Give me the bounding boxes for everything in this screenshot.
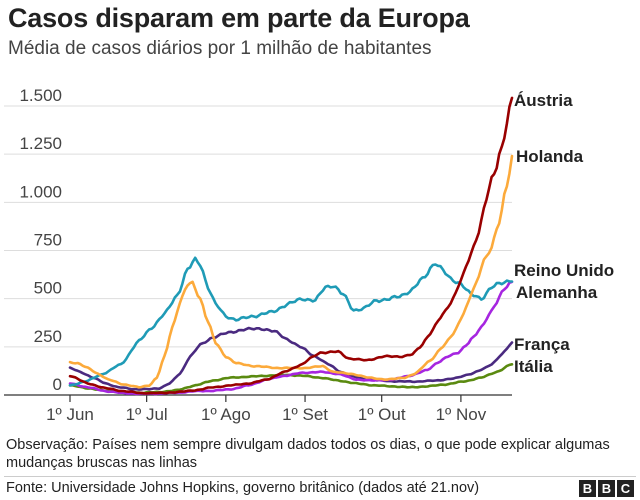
y-tick-label: 1.250 (19, 134, 62, 153)
y-tick-label: 250 (34, 327, 62, 346)
logo-letter: B (579, 480, 596, 497)
x-tick-label: 1º Ago (201, 405, 251, 424)
series-label: Alemanha (516, 283, 598, 302)
x-tick-label: 1º Set (282, 405, 328, 424)
chart-note: Observação: Países nem sempre divulgam d… (6, 437, 610, 471)
x-tick-label: 1º Jul (126, 405, 168, 424)
x-axis: 1º Jun 1º Jul 1º Ago 1º Set 1º Out 1º Nov (4, 394, 512, 424)
y-tick-label: 0 (53, 375, 62, 394)
series-label: Áustria (514, 91, 573, 110)
series-lines (68, 96, 514, 396)
y-tick-label: 1.500 (19, 86, 62, 105)
series-line (68, 96, 514, 395)
x-tick-label: 1º Jun (46, 405, 94, 424)
series-line (68, 256, 514, 387)
x-tick-label: 1º Out (358, 405, 406, 424)
series-label: França (514, 335, 570, 354)
series-label: Reino Unido (514, 261, 614, 280)
chart-subtitle: Média de casos diários por 1 milhão de h… (8, 38, 432, 59)
series-label: Itália (514, 357, 553, 376)
y-axis-tick-labels: 0 250 500 750 1.000 1.250 1.500 (19, 86, 62, 394)
footer-divider (4, 476, 636, 477)
y-tick-label: 750 (34, 231, 62, 250)
logo-letter: B (598, 480, 615, 497)
grid-lines (4, 105, 512, 348)
series-label: Holanda (516, 147, 584, 166)
logo-letter: C (617, 480, 634, 497)
y-tick-label: 1.000 (19, 182, 62, 201)
direct-labels: Áustria Holanda Reino Unido Alemanha França I… (514, 91, 614, 376)
bbc-logo: B B C (579, 480, 634, 497)
chart-title: Casos disparam em parte da Europa (8, 3, 470, 33)
x-tick-label: 1º Nov (436, 405, 487, 424)
chart-source: Fonte: Universidade Johns Hopkins, gover… (6, 480, 480, 496)
y-tick-label: 500 (34, 279, 62, 298)
series-line (68, 326, 514, 391)
